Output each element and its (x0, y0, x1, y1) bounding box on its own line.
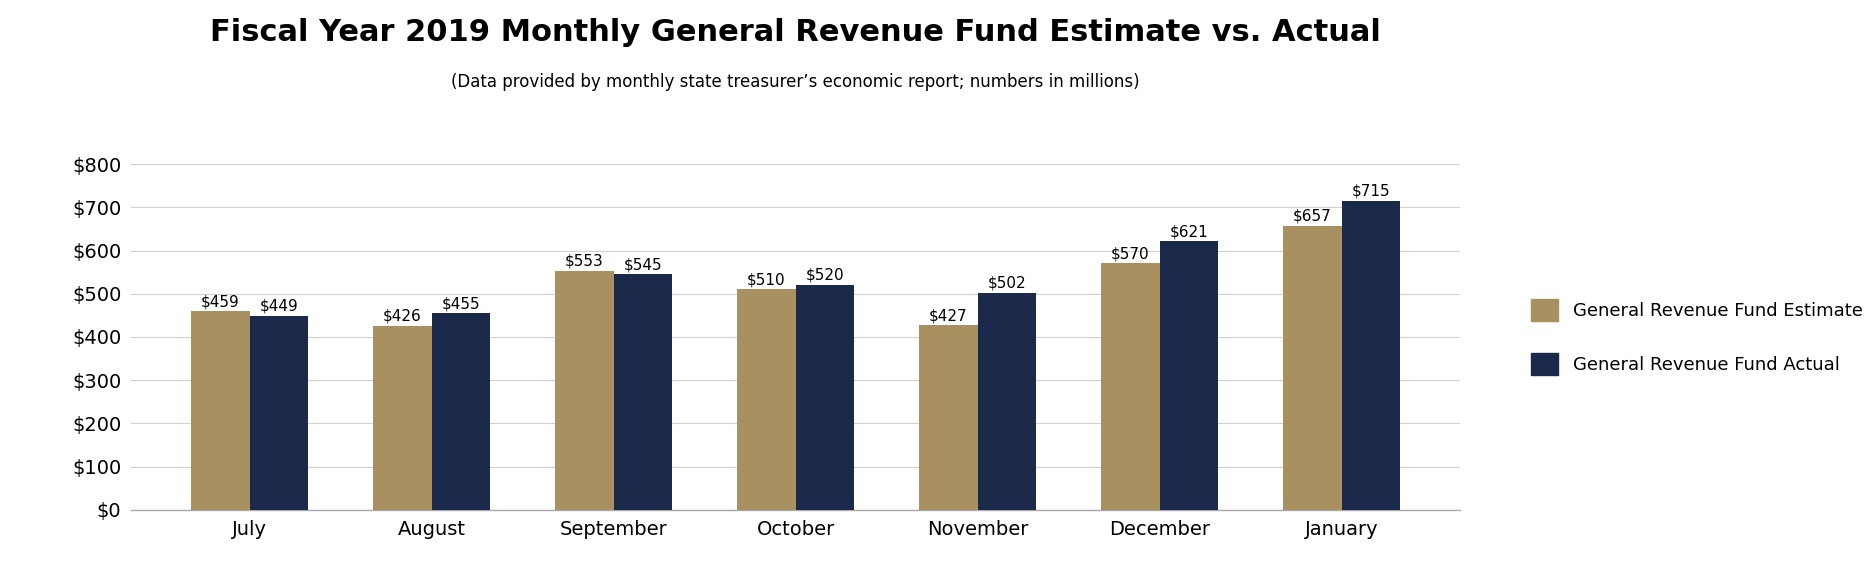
Text: $502: $502 (987, 275, 1026, 291)
Text: $426: $426 (384, 309, 421, 323)
Bar (1159, 241, 1219, 510)
Bar (796, 285, 854, 510)
Bar (1101, 264, 1159, 510)
Text: $427: $427 (929, 308, 968, 323)
Text: $621: $621 (1170, 224, 1207, 239)
Bar (191, 311, 249, 510)
Text: Fiscal Year 2019 Monthly General Revenue Fund Estimate vs. Actual: Fiscal Year 2019 Monthly General Revenue… (210, 18, 1382, 46)
Text: $553: $553 (565, 254, 605, 268)
Text: $449: $449 (260, 299, 298, 314)
Bar (556, 271, 614, 510)
Bar (614, 274, 672, 510)
Text: $520: $520 (805, 268, 844, 283)
Text: $459: $459 (200, 294, 240, 309)
Text: $545: $545 (623, 257, 663, 272)
Bar (919, 325, 977, 510)
Bar (249, 316, 307, 510)
Text: $455: $455 (442, 296, 479, 311)
Bar (738, 289, 796, 510)
Legend: General Revenue Fund Estimate, General Revenue Fund Actual: General Revenue Fund Estimate, General R… (1522, 289, 1872, 384)
Text: $570: $570 (1112, 246, 1149, 261)
Bar (432, 313, 490, 510)
Bar (1284, 226, 1342, 510)
Bar (373, 326, 432, 510)
Text: (Data provided by monthly state treasurer’s economic report; numbers in millions: (Data provided by monthly state treasure… (451, 73, 1140, 91)
Text: $715: $715 (1352, 183, 1389, 199)
Text: $657: $657 (1294, 209, 1331, 224)
Text: $510: $510 (747, 272, 786, 287)
Bar (977, 293, 1035, 510)
Bar (1342, 201, 1400, 510)
